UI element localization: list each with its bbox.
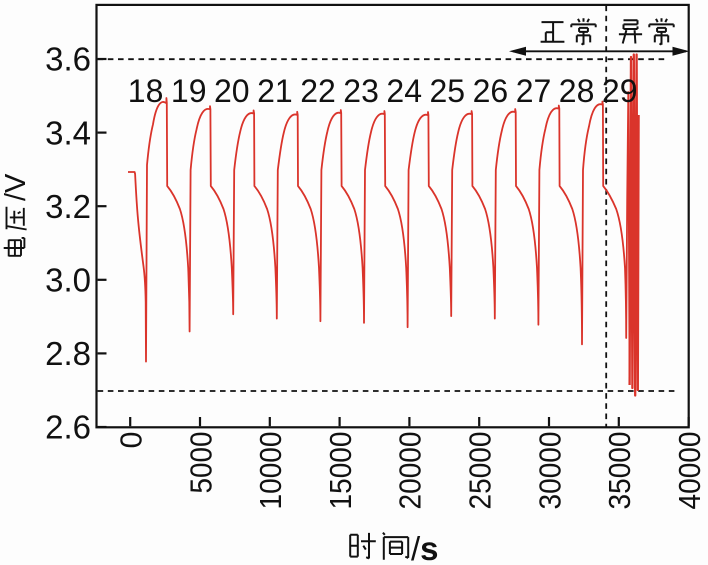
svg-text:20: 20 <box>214 73 250 109</box>
svg-text:20000: 20000 <box>393 432 428 510</box>
svg-text:3.0: 3.0 <box>45 262 91 299</box>
svg-text:19: 19 <box>171 73 207 109</box>
svg-text:0: 0 <box>114 432 149 449</box>
svg-text:40000: 40000 <box>672 432 707 510</box>
svg-text:3.6: 3.6 <box>45 41 91 78</box>
svg-text:24: 24 <box>386 73 422 109</box>
svg-text:22: 22 <box>300 73 336 109</box>
svg-text:2.8: 2.8 <box>45 335 91 372</box>
svg-text:18: 18 <box>128 73 164 109</box>
svg-text:35000: 35000 <box>602 432 637 510</box>
svg-text:3.4: 3.4 <box>45 114 91 151</box>
svg-text:21: 21 <box>257 73 293 109</box>
svg-text:23: 23 <box>343 73 379 109</box>
svg-text:15000: 15000 <box>323 432 358 510</box>
svg-text:25000: 25000 <box>463 432 498 510</box>
svg-text:30000: 30000 <box>532 432 567 510</box>
svg-text:28: 28 <box>559 73 595 109</box>
svg-text:26: 26 <box>473 73 509 109</box>
svg-text:10000: 10000 <box>253 432 288 510</box>
svg-text:2.6: 2.6 <box>45 409 91 446</box>
svg-text:25: 25 <box>430 73 466 109</box>
svg-text:/s: /s <box>411 530 439 565</box>
svg-text:27: 27 <box>516 73 552 109</box>
svg-text:3.2: 3.2 <box>45 188 91 225</box>
svg-text:/V: /V <box>0 173 32 201</box>
svg-text:29: 29 <box>602 73 638 109</box>
svg-text:5000: 5000 <box>183 432 218 494</box>
